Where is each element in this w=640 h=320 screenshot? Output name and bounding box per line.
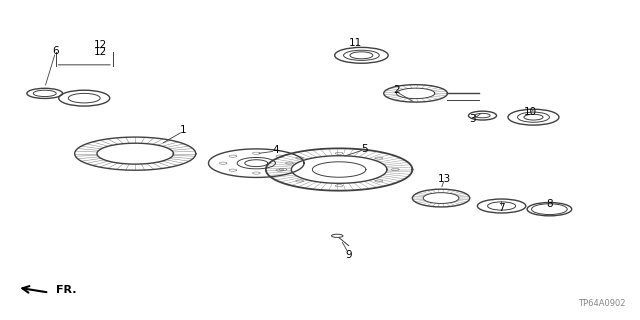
Text: 11: 11 [348, 38, 362, 48]
Text: 4: 4 [272, 146, 278, 156]
Text: 2: 2 [393, 85, 400, 95]
Text: 10: 10 [524, 108, 537, 117]
Text: 12: 12 [93, 40, 107, 50]
Text: 8: 8 [546, 199, 553, 209]
Text: 3: 3 [470, 114, 476, 124]
Text: 6: 6 [52, 45, 59, 56]
Text: FR.: FR. [56, 285, 76, 295]
Text: TP64A0902: TP64A0902 [579, 300, 626, 308]
Text: 13: 13 [438, 174, 451, 184]
Text: 5: 5 [362, 144, 368, 154]
Text: 9: 9 [346, 250, 352, 260]
Text: 7: 7 [499, 203, 505, 212]
Text: 1: 1 [180, 125, 186, 135]
Text: 12: 12 [93, 47, 107, 57]
